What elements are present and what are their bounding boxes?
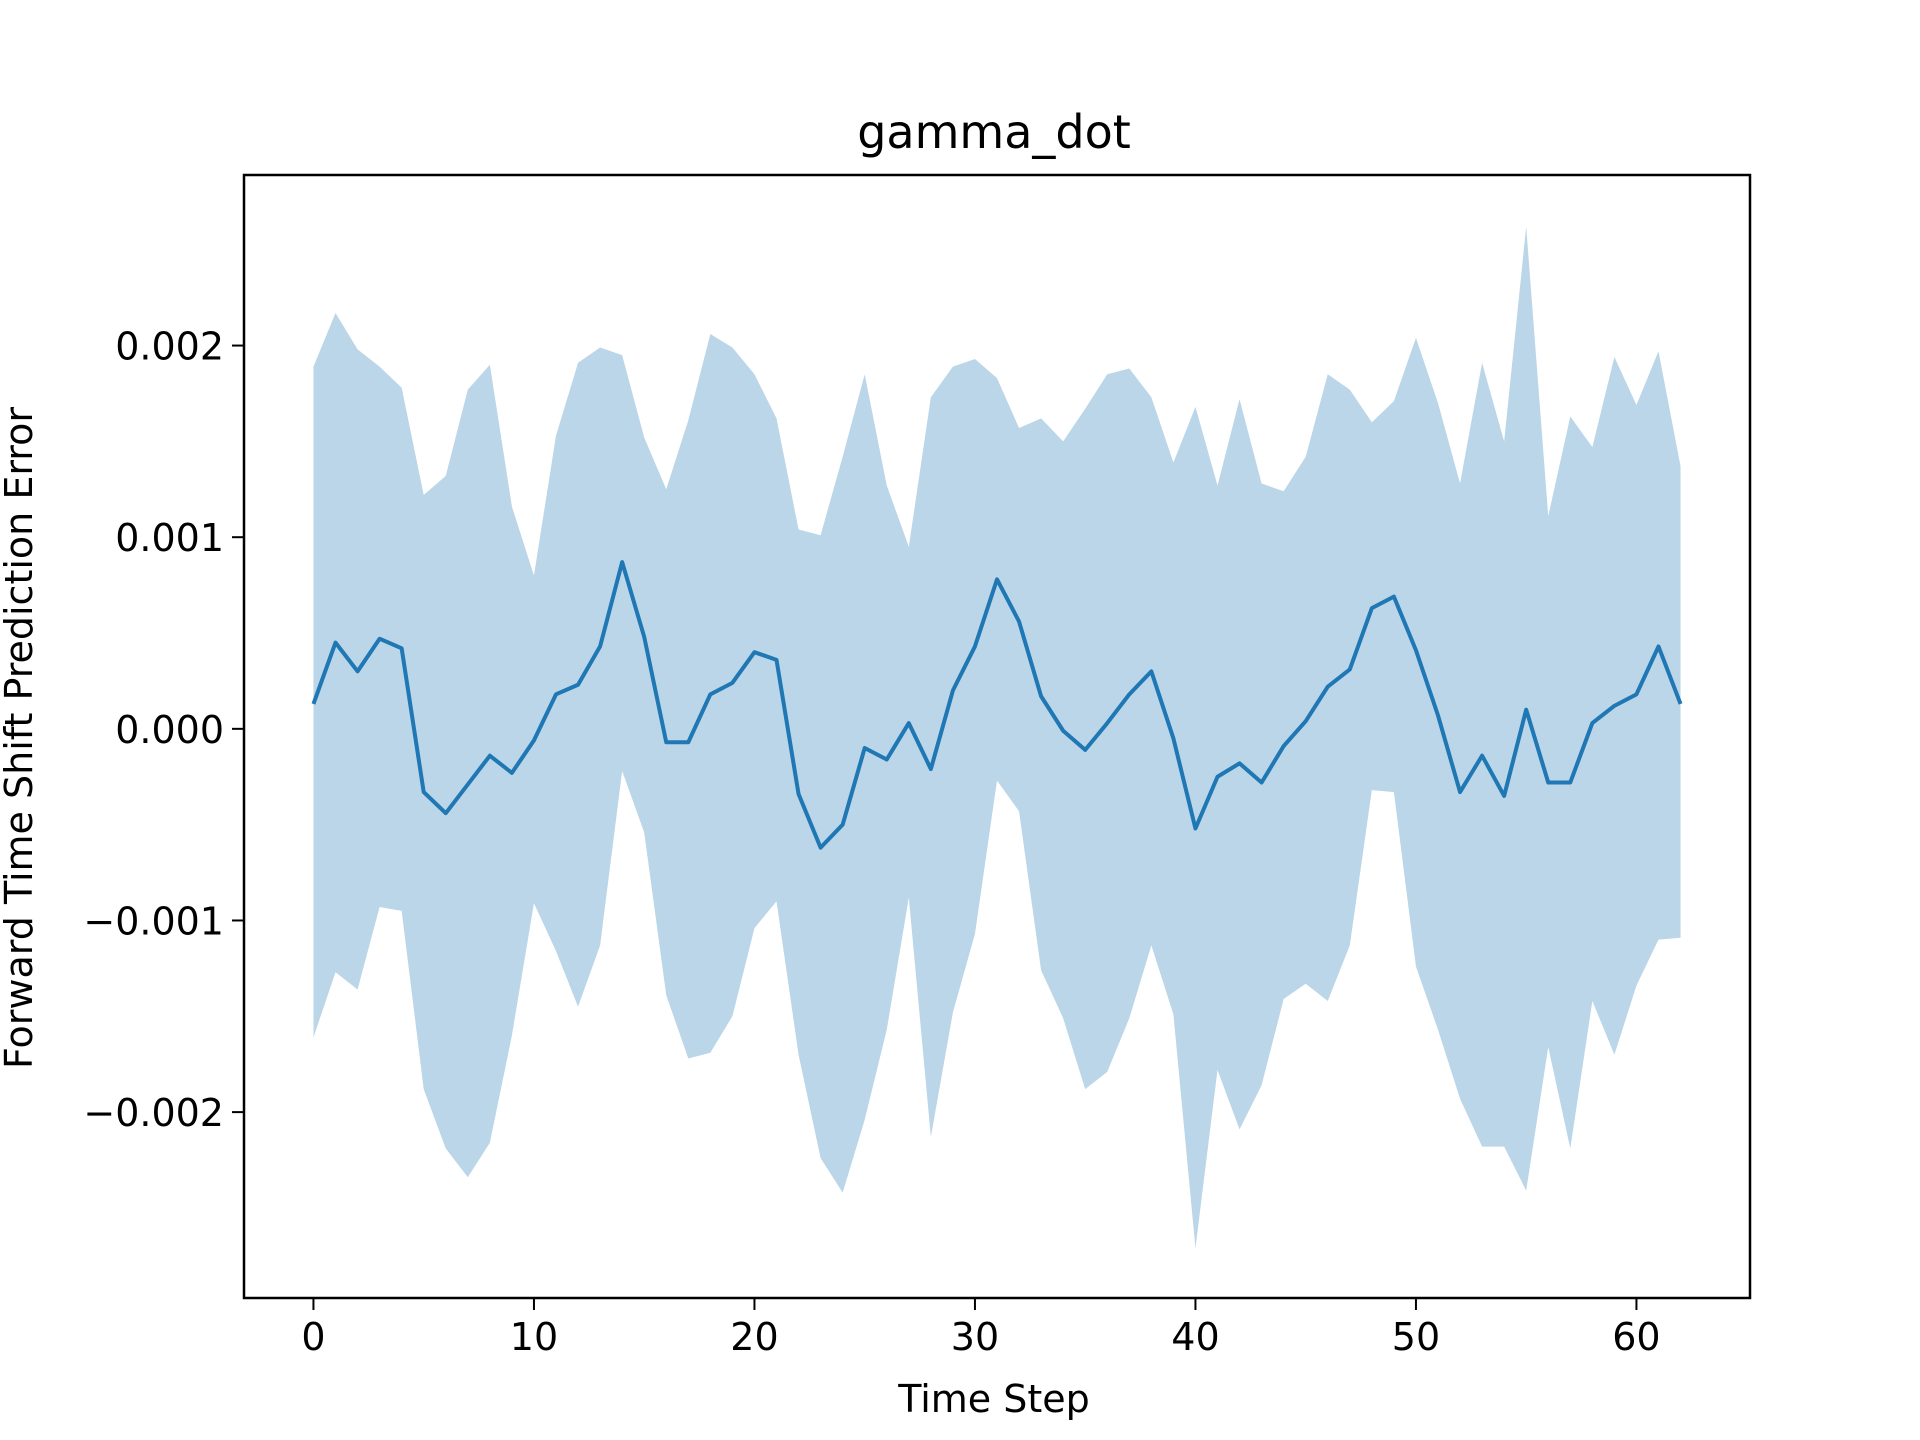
plot-frame xyxy=(242,173,1752,1300)
data-point xyxy=(663,739,669,745)
data-point xyxy=(1413,647,1419,653)
data-point xyxy=(972,643,978,649)
data-point xyxy=(1259,779,1265,785)
data-point xyxy=(1545,779,1551,785)
x-tick-label: 20 xyxy=(730,1315,778,1359)
x-tick-label: 30 xyxy=(951,1315,999,1359)
data-point xyxy=(1633,691,1639,697)
data-point xyxy=(1369,605,1375,611)
data-point xyxy=(1457,789,1463,795)
data-point xyxy=(1170,735,1176,741)
data-point xyxy=(1391,594,1397,600)
data-point xyxy=(1104,720,1110,726)
data-point xyxy=(862,745,868,751)
y-tick-label: −0.002 xyxy=(83,1091,224,1135)
data-point xyxy=(487,753,493,759)
data-point xyxy=(1501,793,1507,799)
data-point xyxy=(1523,707,1529,713)
data-point xyxy=(1215,774,1221,780)
data-point xyxy=(994,576,1000,582)
data-point xyxy=(685,739,691,745)
data-point xyxy=(1038,693,1044,699)
data-point xyxy=(928,766,934,772)
data-point xyxy=(1567,779,1573,785)
confidence-band xyxy=(313,226,1681,1249)
x-axis-label: Time Step xyxy=(897,1377,1090,1421)
data-point xyxy=(1192,825,1198,831)
data-point xyxy=(641,634,647,640)
data-point xyxy=(818,845,824,851)
data-point xyxy=(443,810,449,816)
data-point xyxy=(509,770,515,776)
data-point xyxy=(1479,753,1485,759)
data-point xyxy=(774,657,780,663)
x-tick-label: 10 xyxy=(510,1315,558,1359)
data-point xyxy=(597,643,603,649)
data-point xyxy=(531,737,537,743)
data-point xyxy=(1126,691,1132,697)
data-point xyxy=(707,691,713,697)
data-point xyxy=(1678,701,1684,707)
data-point xyxy=(1435,712,1441,718)
data-point xyxy=(906,720,912,726)
y-tick-label: −0.001 xyxy=(83,899,224,943)
data-point xyxy=(1016,619,1022,625)
y-tick-label: 0.001 xyxy=(115,516,224,560)
data-point xyxy=(796,791,802,797)
x-tick-label: 40 xyxy=(1171,1315,1219,1359)
data-point xyxy=(1082,747,1088,753)
data-point xyxy=(1589,720,1595,726)
data-point xyxy=(465,781,471,787)
data-point xyxy=(355,668,361,674)
mean-line xyxy=(311,560,1683,850)
data-point xyxy=(1303,718,1309,724)
data-point xyxy=(751,649,757,655)
y-axis-label: Forward Time Shift Prediction Error xyxy=(0,407,41,1069)
data-point xyxy=(421,789,427,795)
data-point xyxy=(1148,668,1154,674)
data-point xyxy=(377,636,383,642)
chart-title: gamma_dot xyxy=(857,105,1131,159)
data-point xyxy=(553,691,559,697)
data-point xyxy=(950,688,956,694)
data-point xyxy=(575,682,581,688)
y-tick-label: 0.000 xyxy=(115,708,224,752)
y-tick-label: 0.002 xyxy=(115,325,224,369)
data-point xyxy=(884,757,890,763)
data-point xyxy=(1611,703,1617,709)
data-point xyxy=(1060,728,1066,734)
data-point xyxy=(619,559,625,565)
data-point xyxy=(333,640,339,646)
data-point xyxy=(1237,760,1243,766)
data-point xyxy=(310,701,316,707)
data-point xyxy=(840,822,846,828)
data-point xyxy=(1655,643,1661,649)
data-point xyxy=(729,680,735,686)
data-point xyxy=(399,645,405,651)
data-point xyxy=(1347,666,1353,672)
x-tick-label: 0 xyxy=(301,1315,325,1359)
x-tick-label: 60 xyxy=(1612,1315,1660,1359)
x-tick-label: 50 xyxy=(1392,1315,1440,1359)
data-point xyxy=(1281,743,1287,749)
data-point xyxy=(1325,684,1331,690)
